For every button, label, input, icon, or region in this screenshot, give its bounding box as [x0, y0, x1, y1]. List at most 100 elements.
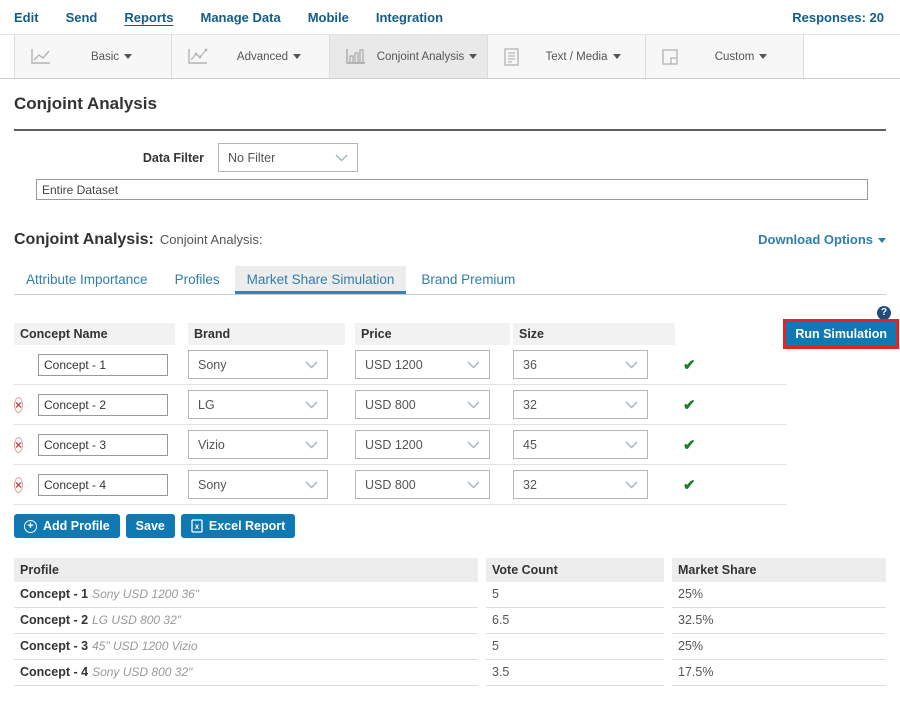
tab-profiles[interactable]: Profiles — [174, 272, 220, 287]
result-row-4: Concept - 4 Sony USD 800 32" 3.5 17.5% — [14, 660, 886, 686]
excel-report-button[interactable]: x Excel Report — [180, 514, 296, 538]
run-simulation-button[interactable]: Run Simulation — [783, 319, 899, 349]
report-type-toolbar: Basic Advanced Conjoint Analysis Text / … — [0, 34, 900, 79]
simulation-table: Concept Name Brand Price Size Run Simula… — [14, 319, 899, 505]
market-share-value: 25% — [672, 634, 886, 660]
brand-select[interactable]: Vizio — [188, 430, 328, 459]
help-row: ? — [0, 304, 891, 320]
add-profile-button[interactable]: + Add Profile — [14, 514, 120, 538]
price-select[interactable]: USD 1200 — [355, 430, 490, 459]
chevron-down-icon — [625, 480, 638, 489]
profile-name: Concept - 1 — [20, 587, 89, 601]
chevron-down-icon — [467, 400, 480, 409]
nav-manage-data[interactable]: Manage Data — [200, 9, 281, 25]
price-select[interactable]: USD 800 — [355, 390, 490, 419]
annotation-highlight: Run Simulation — [783, 319, 899, 349]
data-filter-label: Data Filter — [142, 150, 204, 165]
remove-concept-icon[interactable]: × — [14, 396, 24, 413]
profile-description: 45" USD 1200 Vizio — [92, 639, 198, 653]
nav-mobile[interactable]: Mobile — [307, 9, 349, 25]
simulation-header: Concept Name Brand Price Size Run Simula… — [14, 319, 899, 349]
dataset-field[interactable] — [36, 179, 868, 200]
excel-file-icon: x — [191, 519, 203, 533]
size-select[interactable]: 45 — [513, 430, 648, 459]
responses-count: Responses: 20 — [792, 9, 884, 25]
brand-select[interactable]: Sony — [188, 350, 328, 379]
valid-check-icon: ✔ — [683, 356, 696, 374]
chevron-down-icon — [305, 440, 318, 449]
chevron-down-icon — [305, 480, 318, 489]
nav-edit[interactable]: Edit — [14, 9, 39, 25]
remove-slot: × — [14, 396, 38, 414]
result-row-3: Concept - 3 45" USD 1200 Vizio 5 25% — [14, 634, 886, 660]
chevron-down-icon — [305, 360, 318, 369]
remove-concept-icon[interactable]: × — [14, 476, 24, 493]
section-title: Conjoint Analysis: — [14, 231, 154, 248]
action-buttons-row: + Add Profile Save x Excel Report — [14, 514, 886, 538]
result-row-2: Concept - 2 LG USD 800 32" 6.5 32.5% — [14, 608, 886, 634]
nav-integration[interactable]: Integration — [375, 9, 444, 25]
toolbar-item-label: Text / Media — [521, 51, 645, 63]
title-divider — [14, 129, 886, 131]
data-filter-row: Data Filter No Filter — [0, 143, 900, 172]
tab-brand-premium[interactable]: Brand Premium — [421, 272, 516, 287]
custom-layout-icon — [662, 48, 678, 65]
save-button[interactable]: Save — [125, 514, 175, 538]
data-filter-select[interactable]: No Filter — [218, 143, 358, 172]
chevron-down-icon — [467, 440, 480, 449]
results-table: Profile Vote Count Market Share Concept … — [14, 558, 886, 686]
chevron-down-icon — [878, 238, 886, 244]
column-header-brand: Brand — [188, 323, 345, 345]
top-nav: Edit Send Reports Manage Data Mobile Int… — [0, 0, 900, 34]
brand-select[interactable]: LG — [188, 390, 328, 419]
chevron-down-icon — [759, 53, 768, 59]
concept-name-input[interactable] — [38, 353, 168, 376]
line-chart-icon — [31, 49, 50, 64]
concept-row-3: × Vizio USD 1200 45 ✔ — [14, 425, 786, 465]
market-share-value: 17.5% — [672, 660, 886, 686]
chevron-down-icon — [625, 400, 638, 409]
tab-market-share-simulation[interactable]: Market Share Simulation — [234, 266, 407, 294]
toolbar-item-advanced[interactable]: Advanced — [172, 35, 330, 78]
toolbar-item-custom[interactable]: Custom — [646, 35, 804, 78]
chevron-down-icon — [625, 360, 638, 369]
concept-name-input[interactable] — [38, 393, 168, 416]
size-select[interactable]: 32 — [513, 470, 648, 499]
result-row-1: Concept - 1 Sony USD 1200 36" 5 25% — [14, 582, 886, 608]
concept-name-input[interactable] — [38, 433, 168, 456]
toolbar-item-basic[interactable]: Basic — [14, 35, 172, 78]
market-share-value: 32.5% — [672, 608, 886, 634]
column-header-price: Price — [355, 323, 510, 345]
chevron-down-icon — [335, 153, 348, 162]
toolbar-item-label: Basic — [52, 51, 171, 63]
concept-name-input[interactable] — [38, 473, 168, 496]
toolbar-item-conjoint-analysis[interactable]: Conjoint Analysis — [330, 35, 488, 78]
concept-row-2: × LG USD 800 32 ✔ — [14, 385, 786, 425]
help-icon[interactable]: ? — [877, 306, 891, 320]
nav-send[interactable]: Send — [65, 9, 98, 25]
profile-name: Concept - 2 — [20, 613, 89, 627]
price-select[interactable]: USD 800 — [355, 470, 490, 499]
valid-check-icon: ✔ — [683, 396, 696, 414]
toolbar-item-text-media[interactable]: Text / Media — [488, 35, 646, 78]
price-select[interactable]: USD 1200 — [355, 350, 490, 379]
bar-chart-icon — [346, 49, 365, 64]
concept-row-4: × Sony USD 800 32 ✔ — [14, 465, 786, 505]
size-select[interactable]: 36 — [513, 350, 648, 379]
tab-attribute-importance[interactable]: Attribute Importance — [26, 272, 148, 287]
scatter-chart-icon — [188, 48, 208, 64]
brand-select[interactable]: Sony — [188, 470, 328, 499]
nav-reports[interactable]: Reports — [124, 9, 174, 25]
remove-concept-icon[interactable]: × — [14, 436, 24, 453]
chevron-down-icon — [467, 480, 480, 489]
page-title: Conjoint Analysis — [14, 94, 157, 113]
results-header: Profile Vote Count Market Share — [14, 558, 886, 582]
chevron-down-icon — [469, 53, 478, 59]
download-options-button[interactable]: Download Options — [758, 232, 886, 247]
vote-count-value: 6.5 — [486, 608, 664, 634]
column-header-vote-count: Vote Count — [486, 558, 664, 582]
column-header-size: Size — [513, 323, 675, 345]
chevron-down-icon — [625, 440, 638, 449]
size-select[interactable]: 32 — [513, 390, 648, 419]
column-header-concept-name: Concept Name — [14, 323, 175, 345]
